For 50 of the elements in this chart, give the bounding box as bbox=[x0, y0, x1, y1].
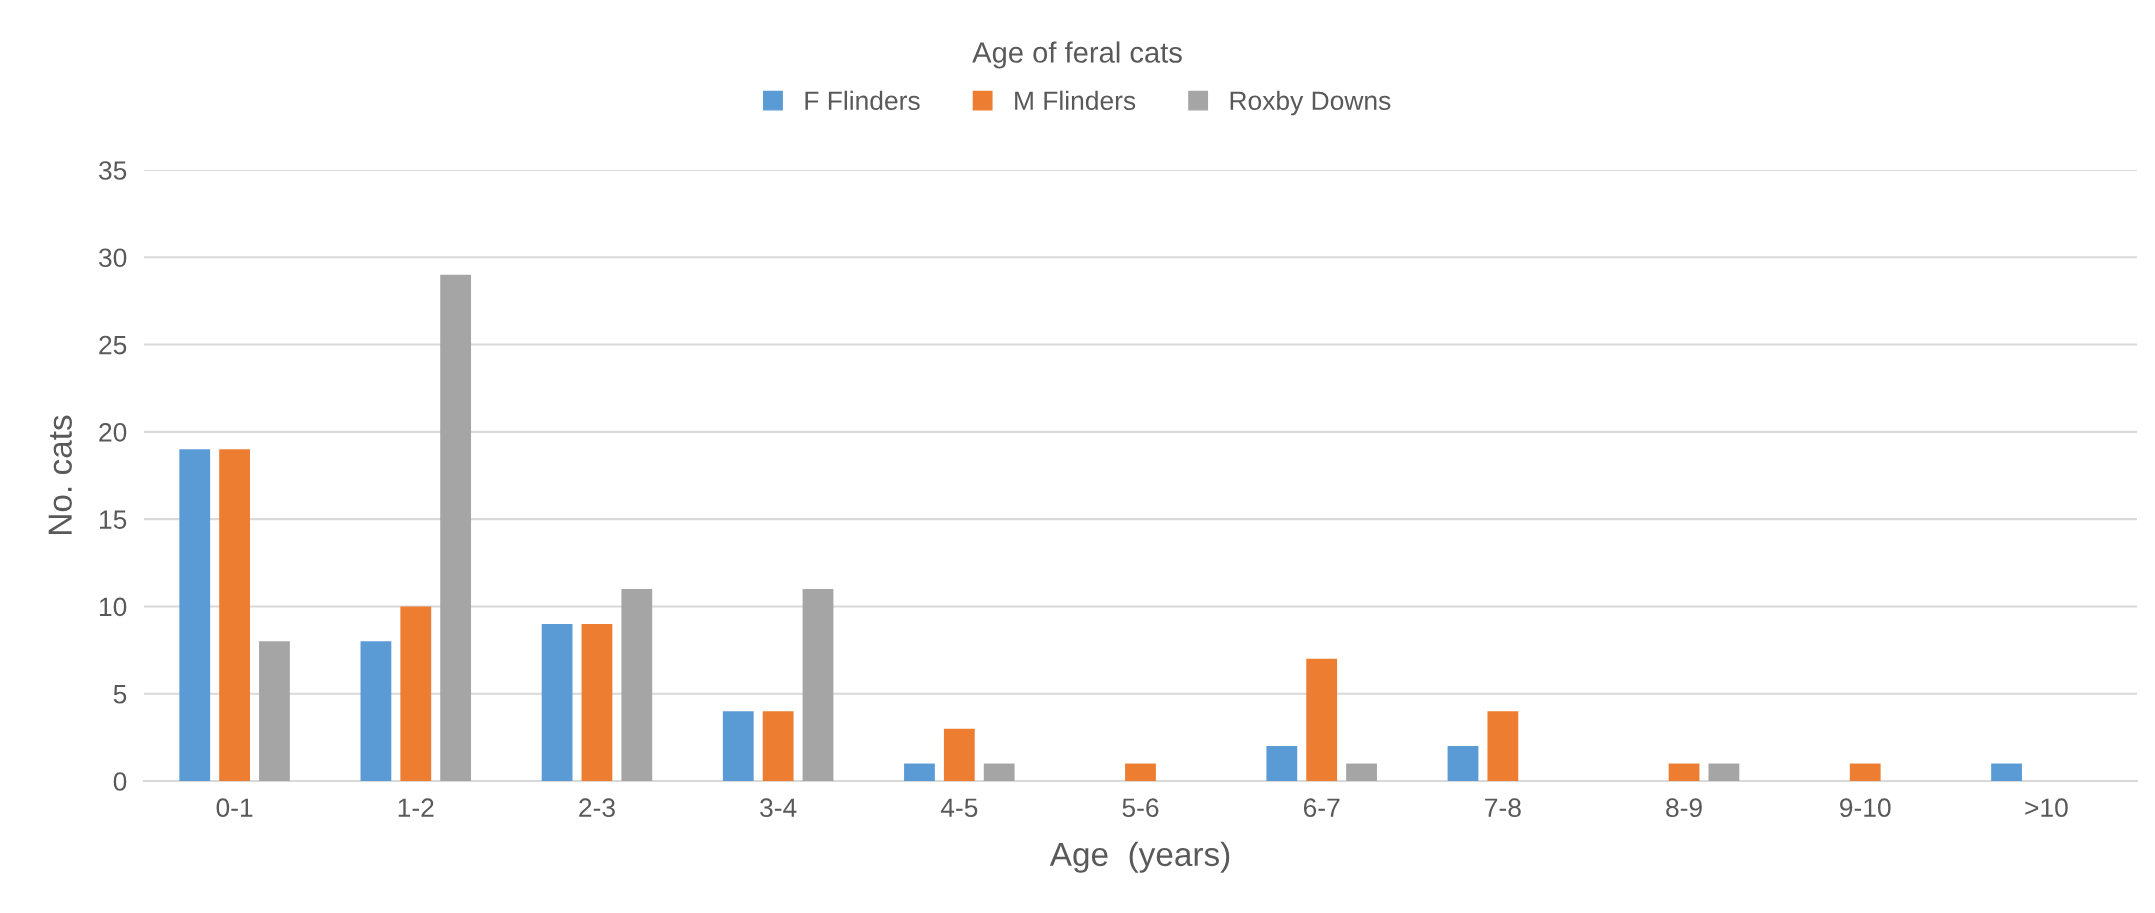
y-tick-label: 0 bbox=[113, 772, 127, 791]
y-tick-label: 5 bbox=[113, 685, 127, 704]
bar bbox=[904, 763, 935, 781]
bar bbox=[621, 588, 653, 781]
chart-title: Age of feral cats bbox=[972, 41, 1182, 69]
bar bbox=[360, 641, 392, 781]
y-tick-label: 15 bbox=[100, 510, 127, 529]
y-tick-label: 20 bbox=[99, 422, 127, 442]
bar bbox=[1708, 763, 1740, 781]
bar bbox=[983, 763, 1015, 781]
bar bbox=[1668, 763, 1700, 781]
bar bbox=[1991, 763, 2022, 781]
x-tick-label: 6-7 bbox=[1303, 798, 1340, 818]
bar bbox=[1306, 658, 1338, 781]
y-tick-label: 25 bbox=[99, 335, 127, 355]
x-tick-label: 3-4 bbox=[760, 798, 797, 818]
y-tick-label: 35 bbox=[98, 161, 127, 180]
legend-label: F Flinders bbox=[805, 90, 920, 111]
bar bbox=[762, 711, 794, 781]
bar bbox=[1266, 746, 1298, 781]
x-tick-label: 0-1 bbox=[216, 798, 253, 818]
bar bbox=[802, 588, 834, 781]
bar bbox=[1125, 763, 1156, 781]
bar bbox=[440, 274, 472, 781]
x-tick-label: 8-9 bbox=[1666, 798, 1702, 818]
bar bbox=[1849, 763, 1881, 781]
x-tick-label: >10 bbox=[2025, 798, 2068, 818]
legend-label: M Flinders bbox=[1015, 90, 1136, 111]
x-tick-label: 1-2 bbox=[398, 798, 434, 817]
legend-label: Roxby Downs bbox=[1230, 90, 1391, 116]
bar bbox=[1447, 746, 1479, 781]
bar bbox=[722, 711, 754, 781]
bar bbox=[943, 728, 975, 781]
bar bbox=[581, 623, 613, 781]
bar bbox=[179, 449, 211, 781]
bar bbox=[219, 449, 250, 781]
x-tick-label: 2-3 bbox=[579, 798, 615, 818]
y-tick-label: 10 bbox=[100, 597, 127, 617]
x-tick-label: 9-10 bbox=[1840, 798, 1891, 818]
x-axis-title: Age (years) bbox=[1049, 841, 1230, 873]
bar bbox=[1346, 763, 1377, 781]
bar bbox=[1487, 711, 1519, 781]
x-tick-label: 5-6 bbox=[1122, 798, 1159, 818]
bar bbox=[400, 606, 432, 781]
x-tick-label: 7-8 bbox=[1485, 798, 1521, 818]
y-axis-title: No. cats bbox=[48, 415, 72, 534]
bar bbox=[541, 623, 573, 781]
x-tick-label: 4-5 bbox=[940, 798, 978, 818]
y-tick-label: 30 bbox=[98, 248, 127, 268]
bar bbox=[259, 641, 290, 781]
